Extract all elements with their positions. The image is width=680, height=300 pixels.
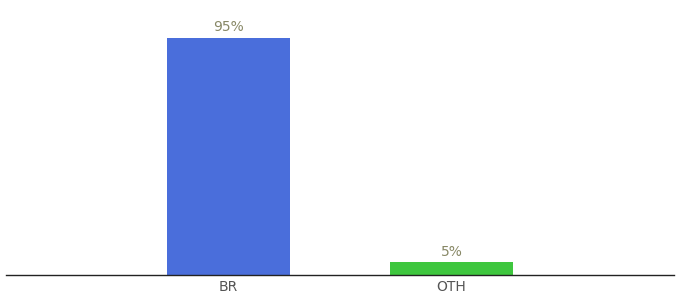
Bar bbox=[390, 262, 513, 275]
Bar bbox=[167, 38, 290, 275]
Text: 5%: 5% bbox=[441, 245, 462, 259]
Text: 95%: 95% bbox=[213, 20, 244, 34]
